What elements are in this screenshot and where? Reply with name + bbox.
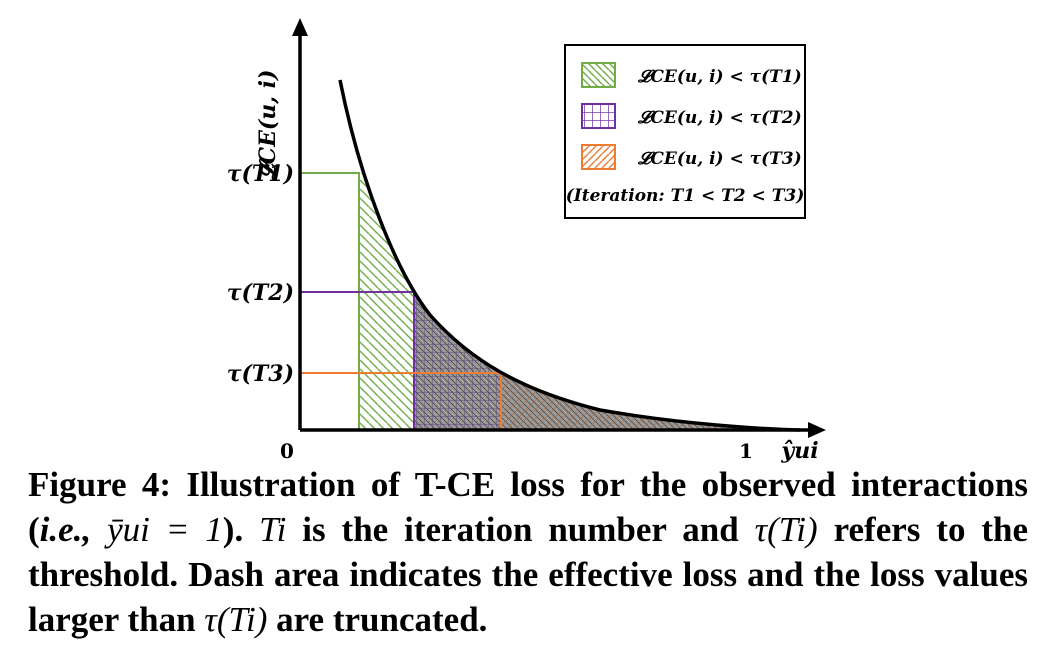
threshold-label-t3: τ(T3)	[227, 361, 294, 387]
caption-tau-ti: τ(Ti)	[754, 510, 818, 549]
legend-swatch-t1	[581, 62, 616, 88]
legend-text-t1: 𝓛CE(u, i) < τ(T1)	[637, 67, 802, 87]
loss-curve	[338, 79, 801, 432]
caption-ie: i.e.,	[39, 510, 92, 549]
axes	[292, 18, 826, 438]
region-dark	[414, 292, 800, 430]
legend-swatch-t2	[581, 103, 616, 129]
caption-ybar: ȳui = 1	[107, 510, 223, 549]
x-axis-arrow-icon	[808, 422, 826, 438]
legend-text-t3: 𝓛CE(u, i) < τ(T3)	[637, 149, 802, 169]
threshold-line-t1	[300, 172, 360, 430]
caption-tau-ti-2: τ(Ti)	[204, 600, 268, 639]
caption-after-ybar: ).	[222, 510, 260, 549]
x-axis-label: ŷui	[780, 438, 818, 464]
legend: 𝓛CE(u, i) < τ(T1) 𝓛CE(u, i) < τ(T2) 𝓛CE(…	[564, 44, 806, 219]
x-tick-1: 1	[739, 439, 753, 463]
threshold-label-t1: τ(T1)	[227, 161, 294, 187]
y-axis-arrow-icon	[292, 18, 308, 36]
caption-lead: Figure 4: Illustration of T-CE loss for …	[28, 465, 1028, 549]
y-axis-label: 𝓛CE(u, i)	[255, 70, 281, 182]
caption-mid: is the iteration number and	[286, 510, 755, 549]
legend-text-t2: 𝓛CE(u, i) < τ(T2)	[637, 108, 802, 128]
caption-tail: are truncated.	[267, 600, 488, 639]
caption-mid2: refers to the threshold. Dash area indic…	[28, 510, 1029, 639]
region-t1	[359, 173, 415, 430]
x-tick-0: 0	[280, 439, 294, 463]
figure-caption: Figure 4: Illustration of T-CE loss for …	[28, 462, 1028, 642]
legend-note: (Iteration: T1 < T2 < T3)	[566, 186, 804, 206]
legend-swatch-t3	[581, 144, 616, 170]
caption-ti: Ti	[259, 510, 287, 549]
threshold-label-t2: τ(T2)	[227, 280, 294, 306]
t-ce-loss-figure: 𝓛CE(u, i) τ(T1) τ(T2) τ(T3) 0 1 ŷui 𝓛CE(…	[227, 18, 826, 464]
